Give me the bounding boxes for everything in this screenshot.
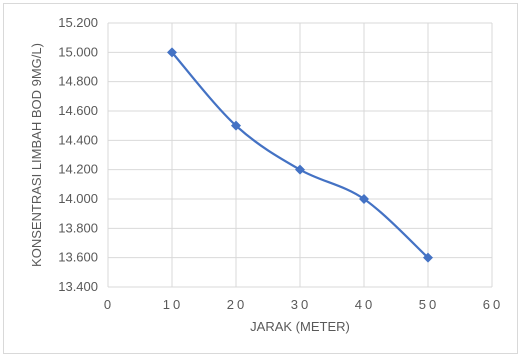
x-tick-label: 50 xyxy=(419,297,439,312)
y-tick-label: 13.600 xyxy=(58,250,98,265)
x-tick-label: 40 xyxy=(355,297,375,312)
y-tick-label: 14.200 xyxy=(58,162,98,177)
y-tick-label: 14.600 xyxy=(58,103,98,118)
y-tick-label: 14.400 xyxy=(58,132,98,147)
y-axis-ticks: 13.400 13.600 13.800 14.000 14.200 14.400 14.6… xyxy=(58,15,98,294)
y-tick-label: 13.400 xyxy=(58,279,98,294)
x-tick-label: 0 xyxy=(104,297,114,312)
y-tick-label: 13.800 xyxy=(58,220,98,235)
gridlines xyxy=(107,22,493,288)
y-tick-label: 14.000 xyxy=(58,191,98,206)
x-axis-title: JARAK (METER) xyxy=(250,319,350,334)
data-point-marker xyxy=(359,194,369,204)
x-tick-label: 20 xyxy=(227,297,247,312)
chart-area xyxy=(3,3,518,354)
x-tick-label: 30 xyxy=(291,297,311,312)
y-tick-label: 15.200 xyxy=(58,15,98,30)
x-tick-label: 10 xyxy=(163,297,183,312)
y-tick-label: 15.000 xyxy=(58,44,98,59)
data-point-marker xyxy=(231,120,241,131)
data-point-marker xyxy=(167,47,177,58)
data-series xyxy=(167,47,433,263)
data-point-marker xyxy=(295,164,305,175)
y-tick-label: 14.800 xyxy=(58,74,98,89)
y-axis-title: KONSENTRASI LIMBAH BOD 9MG/L) xyxy=(29,43,44,267)
x-tick-label: 60 xyxy=(483,297,503,312)
x-axis-ticks: 0 10 20 30 40 50 60 xyxy=(104,297,503,312)
data-point-marker xyxy=(423,252,433,263)
